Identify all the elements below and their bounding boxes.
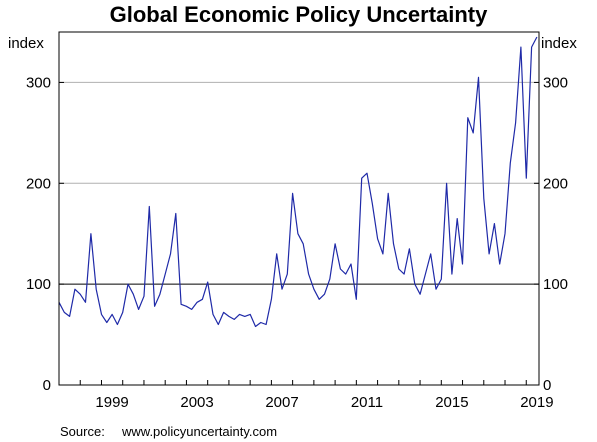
series-layer bbox=[58, 36, 538, 328]
x-tick-label-2011: 2011 bbox=[351, 394, 383, 411]
y-axis-label-left: index bbox=[8, 35, 44, 52]
y-tick-label-left: 200 bbox=[26, 175, 51, 192]
x-tick-label-2019: 2019 bbox=[520, 394, 553, 411]
y-tick-label-right: 300 bbox=[543, 74, 568, 91]
source-label: Source: bbox=[60, 424, 105, 439]
y-axis-label-right: index bbox=[541, 35, 577, 52]
source-url: www.policyuncertainty.com bbox=[122, 424, 278, 439]
x-tick-label-1999: 1999 bbox=[95, 394, 128, 411]
y-tick-label-left: 0 bbox=[43, 377, 51, 394]
plot-frame bbox=[58, 31, 540, 386]
tick-labels: 0 0 100 100 200 200 300 300 1999 2003 2007 2011 2015… bbox=[26, 74, 568, 411]
y-tick-label-right: 100 bbox=[543, 276, 568, 293]
series-line-0 bbox=[58, 36, 538, 328]
axis-ticks bbox=[58, 81, 539, 386]
y-tick-label-left: 300 bbox=[26, 74, 51, 91]
x-tick-label-2003: 2003 bbox=[180, 394, 213, 411]
y-tick-label-left: 100 bbox=[26, 276, 51, 293]
x-tick-label-2015: 2015 bbox=[435, 394, 468, 411]
y-tick-label-right: 0 bbox=[543, 377, 551, 394]
chart-title: Global Economic Policy Uncertainty bbox=[109, 2, 488, 27]
source-note: Source: www.policyuncertainty.com bbox=[60, 424, 277, 439]
grid-lines bbox=[59, 81, 539, 285]
x-tick-label-2007: 2007 bbox=[265, 394, 298, 411]
y-tick-label-right: 200 bbox=[543, 175, 568, 192]
